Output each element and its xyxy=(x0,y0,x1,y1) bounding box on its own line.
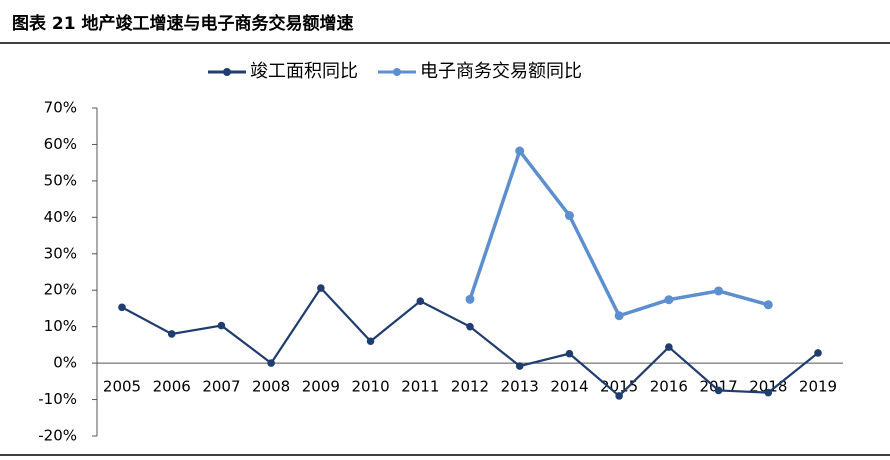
y-tick-label: 10% xyxy=(44,317,77,335)
x-tick-label: 2014 xyxy=(550,378,588,396)
x-tick-label: 2012 xyxy=(451,378,489,396)
point xyxy=(763,300,773,310)
y-tick-label: 40% xyxy=(44,208,77,226)
point xyxy=(615,392,623,400)
point xyxy=(515,362,524,370)
legend-label: 电子商务交易额同比 xyxy=(420,61,582,82)
x-tick-label: 2009 xyxy=(302,378,340,396)
y-tick-label: 20% xyxy=(44,281,77,299)
y-tick-label: 0% xyxy=(53,354,77,372)
point xyxy=(167,330,176,338)
y-tick-label: 30% xyxy=(44,244,77,262)
chart-title: 图表 21 地产竣工增速与电子商务交易额增速 xyxy=(12,13,354,34)
point xyxy=(317,284,325,292)
x-tick-label: 2010 xyxy=(351,378,389,396)
point xyxy=(564,211,574,221)
point xyxy=(515,146,525,156)
point xyxy=(565,349,574,358)
y-tick-label: 60% xyxy=(44,135,77,153)
x-tick-label: 2008 xyxy=(252,378,290,396)
x-tick-label: 2016 xyxy=(650,378,688,396)
point xyxy=(714,386,723,395)
x-tick-label: 2013 xyxy=(501,378,539,396)
legend-marker xyxy=(393,68,401,76)
legend-label: 竣工面积同比 xyxy=(250,61,358,82)
x-tick-label: 2015 xyxy=(600,378,638,396)
y-tick-label: -10% xyxy=(38,390,77,408)
point xyxy=(614,311,624,321)
point xyxy=(217,321,226,330)
point xyxy=(466,322,474,331)
legend-marker xyxy=(223,68,231,76)
point xyxy=(118,303,126,312)
point xyxy=(416,297,425,305)
x-tick-label: 2019 xyxy=(799,378,837,396)
x-tick-label: 2005 xyxy=(103,378,141,396)
point xyxy=(714,286,724,296)
point xyxy=(665,343,673,351)
point xyxy=(366,337,375,346)
series-line xyxy=(468,147,769,318)
point xyxy=(267,359,275,367)
x-tick-label: 2011 xyxy=(401,378,439,396)
point xyxy=(664,295,674,305)
x-tick-label: 2006 xyxy=(153,378,191,396)
point xyxy=(465,294,475,304)
point xyxy=(764,388,773,397)
y-tick-label: -20% xyxy=(38,427,77,445)
y-tick-label: 50% xyxy=(44,171,77,189)
y-tick-label: 70% xyxy=(44,99,77,117)
point xyxy=(814,349,822,357)
x-tick-label: 2007 xyxy=(202,378,240,396)
